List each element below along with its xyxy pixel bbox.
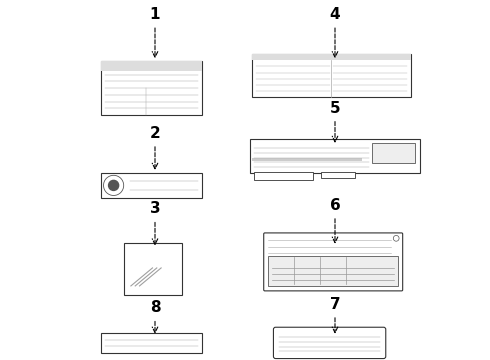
- Text: 7: 7: [330, 297, 341, 312]
- FancyBboxPatch shape: [252, 54, 411, 97]
- Text: 8: 8: [149, 300, 160, 315]
- FancyBboxPatch shape: [321, 172, 355, 178]
- FancyBboxPatch shape: [250, 139, 419, 172]
- FancyBboxPatch shape: [101, 173, 202, 198]
- FancyBboxPatch shape: [254, 172, 313, 180]
- Text: 4: 4: [330, 7, 341, 22]
- Circle shape: [109, 180, 119, 190]
- Text: 5: 5: [330, 100, 341, 116]
- Text: 6: 6: [330, 198, 341, 213]
- Text: 2: 2: [149, 126, 160, 141]
- FancyBboxPatch shape: [269, 256, 398, 286]
- Text: 3: 3: [149, 201, 160, 216]
- FancyBboxPatch shape: [252, 54, 411, 60]
- FancyBboxPatch shape: [264, 233, 403, 291]
- Text: 1: 1: [150, 7, 160, 22]
- FancyBboxPatch shape: [124, 243, 182, 295]
- FancyBboxPatch shape: [252, 158, 362, 161]
- FancyBboxPatch shape: [273, 327, 386, 359]
- FancyBboxPatch shape: [101, 61, 202, 71]
- FancyBboxPatch shape: [372, 143, 415, 163]
- FancyBboxPatch shape: [101, 333, 202, 353]
- FancyBboxPatch shape: [101, 61, 202, 115]
